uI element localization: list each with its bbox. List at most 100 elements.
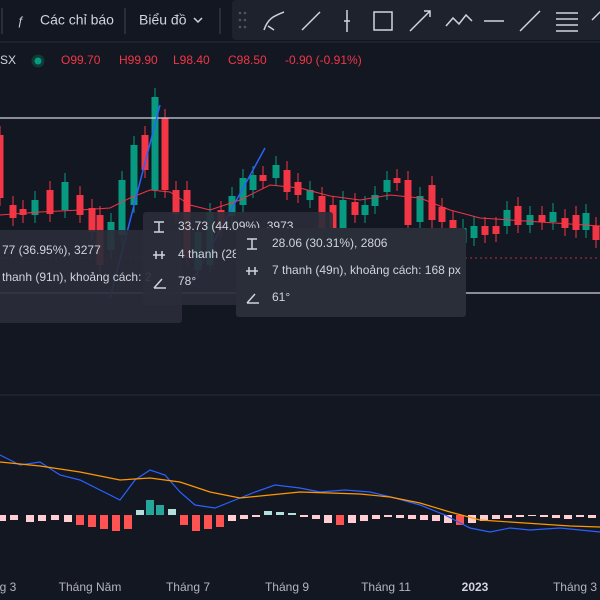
measure-range: 28.06 (30.31%), 2806 [272, 236, 388, 250]
path-tool[interactable] [445, 13, 473, 27]
candle-body [151, 97, 159, 190]
histogram-bar [204, 515, 212, 529]
histogram-bar [348, 515, 356, 523]
histogram-bar [180, 515, 188, 525]
candle-body [371, 195, 379, 206]
histogram-bar [192, 515, 200, 531]
drag-handle [238, 11, 247, 29]
signal-line [0, 461, 600, 528]
candle-body [481, 226, 489, 235]
legend-change: -0.90 (-0.91%) [285, 53, 362, 67]
ray-tool[interactable] [519, 10, 541, 32]
arrow-tool[interactable] [409, 10, 431, 32]
candle-body [31, 200, 39, 215]
histogram-bar [432, 515, 440, 521]
candle-body [306, 190, 314, 200]
candle-body [272, 165, 280, 178]
histogram-bar [516, 515, 524, 517]
histogram-bar [252, 515, 260, 517]
measure-bars: 4 thanh (28 [178, 247, 239, 261]
x-axis-label: 2023 [462, 580, 489, 594]
candle-body [416, 196, 424, 222]
angle-icon [246, 293, 259, 304]
range-icon [247, 238, 257, 250]
candle-body [283, 170, 291, 192]
candle-body [503, 210, 511, 226]
histogram-bar [124, 515, 132, 529]
histogram-bar [552, 515, 560, 518]
candle-body [582, 213, 590, 230]
candle-body [351, 202, 359, 215]
dropdown-arrow [193, 17, 203, 24]
histogram-bar [276, 512, 284, 515]
macd-pane [0, 454, 600, 533]
histogram-bar [51, 515, 59, 520]
vertical-line-tool[interactable] [344, 10, 350, 32]
candle-body [492, 226, 500, 234]
histogram-bar [88, 515, 96, 527]
histogram-bar [112, 515, 120, 531]
candle-body [76, 195, 84, 215]
histogram-bar [288, 513, 296, 515]
candle-body [19, 209, 27, 215]
histogram-bar [396, 515, 404, 518]
histogram-bar [156, 505, 164, 515]
histogram-bar [38, 515, 46, 521]
candle-body [572, 215, 580, 230]
chart-menu[interactable]: Biểu đồ [139, 12, 203, 28]
candle-body [538, 215, 546, 222]
candle-body [249, 175, 257, 190]
legend-close: C98.50 [228, 53, 267, 67]
candle-body [470, 226, 478, 238]
candle-body [228, 196, 236, 216]
fx-icon: ƒ [17, 14, 24, 28]
candle-body [404, 180, 412, 225]
symbol: SX [0, 53, 16, 67]
fib-tool[interactable] [556, 12, 578, 32]
histogram-bar [324, 515, 332, 523]
drawing-toolbar [232, 0, 600, 40]
histogram-bar [456, 515, 464, 525]
candle-body [239, 178, 247, 205]
histogram-bar [216, 515, 224, 527]
candle-body [161, 118, 169, 190]
histogram-bar [168, 509, 176, 515]
histogram-bar [576, 515, 584, 517]
histogram-bar [420, 515, 428, 520]
histogram-bar [312, 515, 320, 519]
histogram-bar [264, 511, 272, 515]
brush-tool[interactable] [263, 11, 285, 31]
histogram-bar [468, 515, 476, 523]
x-axis-label: Tháng 11 [361, 580, 411, 594]
candle-body [9, 205, 17, 218]
histogram-bar [300, 515, 308, 517]
candle-body [361, 205, 369, 215]
macd-line [0, 454, 600, 533]
more-tool[interactable] [591, 10, 600, 21]
measure-angle: 61° [272, 290, 290, 304]
candle-body [514, 206, 522, 225]
candle-body [592, 226, 600, 240]
candle-body [549, 212, 557, 222]
histogram-bar [360, 515, 368, 521]
legend-high: H99.90 [119, 53, 158, 67]
rectangle-tool[interactable] [373, 11, 393, 31]
histogram-bar [26, 515, 34, 522]
range-icon [154, 221, 164, 233]
candle-body [383, 180, 391, 192]
histogram-bar [100, 515, 108, 529]
trend-line-tool[interactable] [301, 11, 321, 31]
measure-bars: 7 thanh (49n), khoảng cách: 168 px [272, 263, 461, 277]
histogram-bar [336, 515, 344, 525]
histogram-bar [136, 510, 144, 515]
moving-average [0, 184, 600, 227]
histogram-bar [64, 515, 72, 522]
candle-body [88, 208, 96, 232]
x-axis-label: Tháng 3 [553, 580, 597, 594]
candle-body [339, 200, 347, 240]
candle-body [259, 175, 267, 181]
indicators-button[interactable]: ƒ Các chỉ báo [17, 12, 114, 28]
angle-icon [153, 278, 166, 289]
legend-low: L98.40 [173, 53, 210, 67]
